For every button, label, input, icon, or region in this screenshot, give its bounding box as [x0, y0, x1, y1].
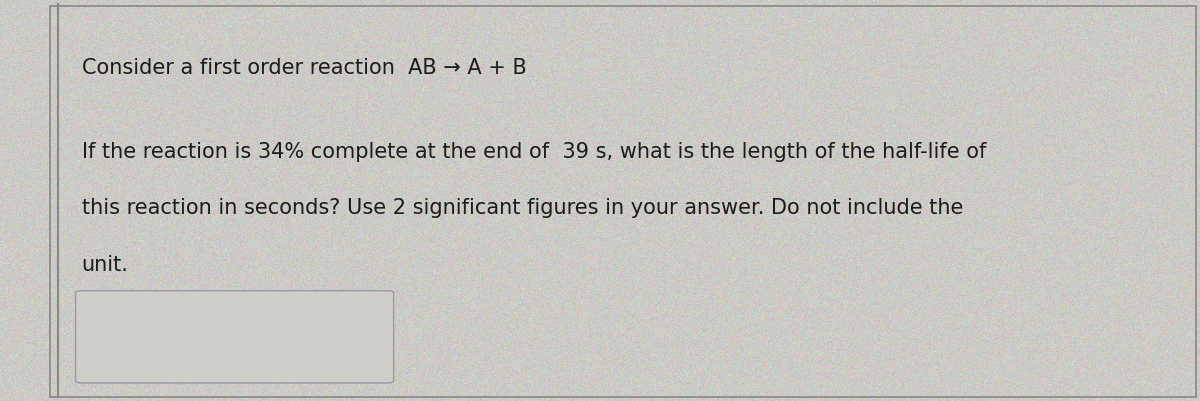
- Text: unit.: unit.: [82, 255, 128, 275]
- Text: Consider a first order reaction  AB → A + B: Consider a first order reaction AB → A +…: [82, 58, 527, 78]
- FancyBboxPatch shape: [76, 291, 394, 383]
- Text: If the reaction is 34% complete at the end of  39 s, what is the length of the h: If the reaction is 34% complete at the e…: [82, 142, 986, 162]
- Text: this reaction in seconds? Use 2 significant figures in your answer. Do not inclu: this reaction in seconds? Use 2 signific…: [82, 198, 962, 219]
